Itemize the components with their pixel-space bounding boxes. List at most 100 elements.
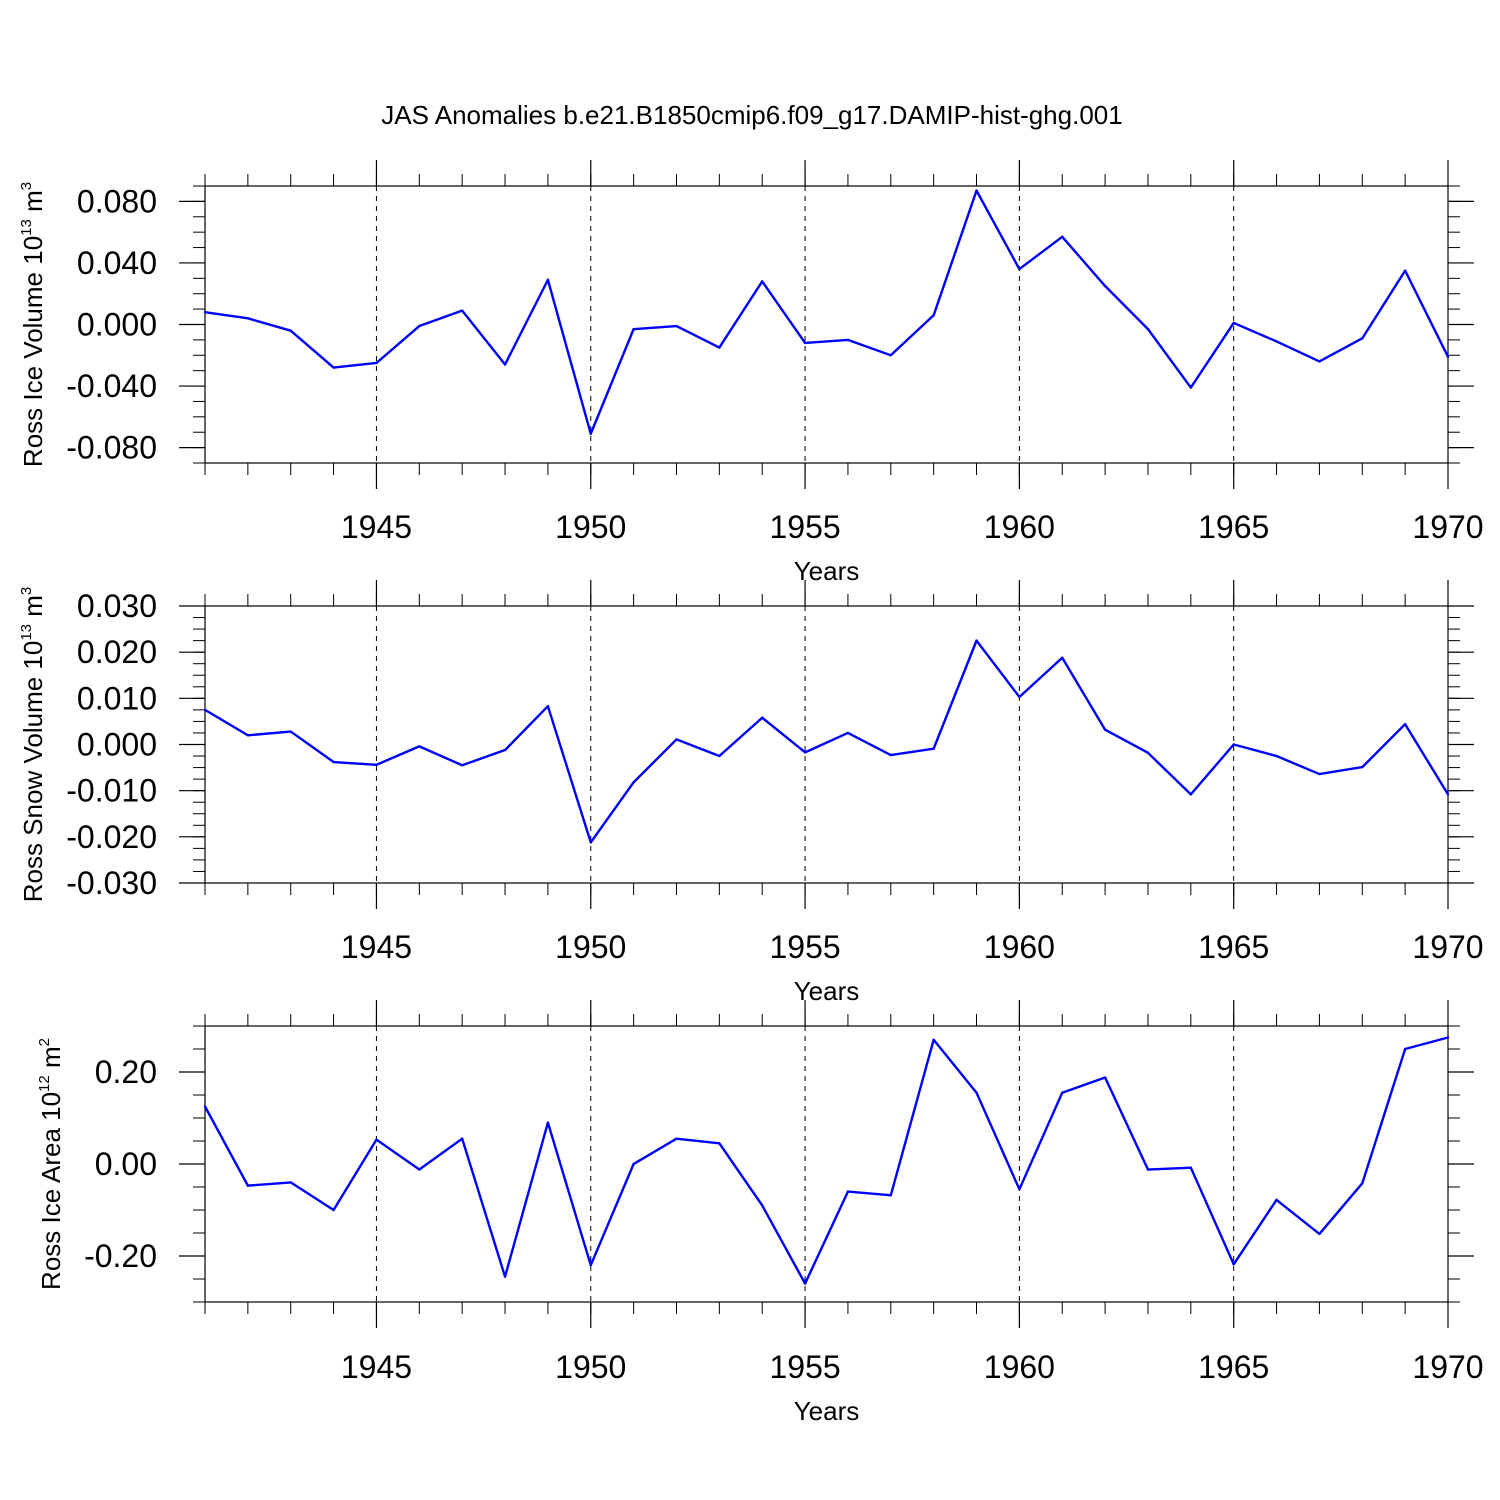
y-tick-label: -0.20 xyxy=(84,1238,157,1274)
x-axis-label: Years xyxy=(794,1396,860,1426)
data-point xyxy=(932,314,935,317)
y-tick-label: 0.040 xyxy=(77,245,157,281)
chart-title: JAS Anomalies b.e21.B1850cmip6.f09_g17.D… xyxy=(381,100,1122,130)
x-tick-label: 1955 xyxy=(769,1349,840,1385)
x-tick-label: 1970 xyxy=(1412,509,1483,545)
data-point xyxy=(761,280,764,283)
data-point xyxy=(1018,695,1021,699)
y-tick-label: 0.030 xyxy=(77,588,157,624)
data-point xyxy=(418,1168,421,1171)
data-point xyxy=(1275,1198,1278,1202)
y-tick-label: 0.20 xyxy=(95,1054,157,1090)
data-point xyxy=(1018,267,1021,271)
x-tick-label: 1970 xyxy=(1412,1349,1483,1385)
data-point xyxy=(803,751,807,754)
y-tick-label: 0.080 xyxy=(77,183,157,219)
y-tick-label: -0.010 xyxy=(66,773,157,809)
data-point xyxy=(1146,1168,1150,1171)
x-tick-label: 1950 xyxy=(555,929,626,965)
data-point xyxy=(761,1204,764,1207)
series-line xyxy=(204,189,1450,435)
data-point xyxy=(1232,743,1235,746)
data-point xyxy=(375,763,378,767)
y-tick-label: -0.080 xyxy=(66,430,157,466)
y-tick-label: -0.020 xyxy=(66,819,157,855)
data-point xyxy=(460,764,464,767)
data-point xyxy=(1446,1036,1450,1039)
data-point xyxy=(1403,1047,1407,1051)
data-point xyxy=(846,338,850,342)
y-tick-label: 0.00 xyxy=(95,1146,157,1182)
x-tick-label: 1960 xyxy=(984,509,1055,545)
data-point xyxy=(675,324,678,328)
y-axis-label-superscript: 12 xyxy=(36,1075,53,1092)
y-tick-label: -0.040 xyxy=(66,368,157,404)
y-axis-label-part: m xyxy=(36,1046,66,1075)
data-point xyxy=(718,346,721,349)
x-tick-label: 1950 xyxy=(555,1349,626,1385)
x-tick-label: 1965 xyxy=(1198,509,1269,545)
data-point xyxy=(503,1275,507,1278)
y-tick-label: 0.010 xyxy=(77,680,157,716)
data-point xyxy=(1403,722,1407,726)
data-point xyxy=(203,310,207,314)
y-axis-label-part: Ross Ice Area 10 xyxy=(36,1092,66,1290)
data-point xyxy=(846,731,850,735)
x-tick-label: 1945 xyxy=(341,509,412,545)
data-point xyxy=(332,1208,335,1212)
x-axis-label: Years xyxy=(794,556,860,586)
y-axis-label-superscript: 3 xyxy=(18,182,35,190)
data-point xyxy=(1361,765,1364,769)
data-point xyxy=(1018,1188,1021,1191)
y-tick-label: -0.030 xyxy=(66,865,157,901)
y-axis-label-superscript: 2 xyxy=(36,1038,53,1046)
data-point xyxy=(503,363,507,366)
y-tick-label: 0.000 xyxy=(77,307,157,343)
panel-3: 1945 1950 1955 1960 1965 1970 Years 0.20 0.00 -0.… xyxy=(36,1000,1484,1426)
y-axis-label-part: m xyxy=(18,190,48,219)
x-tick-label: 1965 xyxy=(1198,1349,1269,1385)
x-tick-label: 1955 xyxy=(769,929,840,965)
data-point xyxy=(1318,772,1321,776)
data-point xyxy=(632,1162,635,1166)
data-point xyxy=(889,753,892,757)
data-point xyxy=(589,1264,592,1267)
data-point xyxy=(332,366,335,369)
series-line xyxy=(204,639,1450,844)
x-tick-label: 1965 xyxy=(1198,929,1269,965)
x-tick-label: 1960 xyxy=(984,929,1055,965)
y-axis-label: Ross Ice Volume 1013 m3 xyxy=(18,182,48,467)
y-axis-label-part: m xyxy=(18,595,48,624)
data-point xyxy=(1189,793,1193,796)
data-point xyxy=(1446,355,1450,359)
y-axis-label-superscript: 13 xyxy=(18,624,35,641)
series-line xyxy=(203,1036,1449,1285)
data-point xyxy=(1232,1263,1235,1266)
data-point xyxy=(546,704,550,708)
data-point xyxy=(1103,1076,1107,1079)
data-point xyxy=(546,278,550,282)
x-tick-label: 1945 xyxy=(341,1349,412,1385)
data-point xyxy=(1403,269,1407,272)
data-point xyxy=(889,1194,892,1197)
data-point xyxy=(203,708,207,712)
data-point xyxy=(803,1282,807,1285)
data-point xyxy=(1361,1182,1364,1185)
data-point xyxy=(975,639,978,642)
x-tick-label: 1960 xyxy=(984,1349,1055,1385)
data-point xyxy=(1103,728,1107,731)
data-point xyxy=(675,1137,678,1140)
data-point xyxy=(932,747,935,750)
data-point xyxy=(1146,327,1150,331)
data-point xyxy=(289,329,292,332)
data-point xyxy=(1189,1166,1193,1169)
data-point xyxy=(1318,360,1321,363)
data-point xyxy=(375,361,378,365)
panels: 1945 1950 1955 1960 1965 1970 Years 0.080 0.040 0… xyxy=(18,160,1484,1426)
data-point xyxy=(589,432,592,435)
data-point xyxy=(289,730,292,733)
data-point xyxy=(1061,1091,1064,1094)
data-point xyxy=(1446,793,1450,796)
